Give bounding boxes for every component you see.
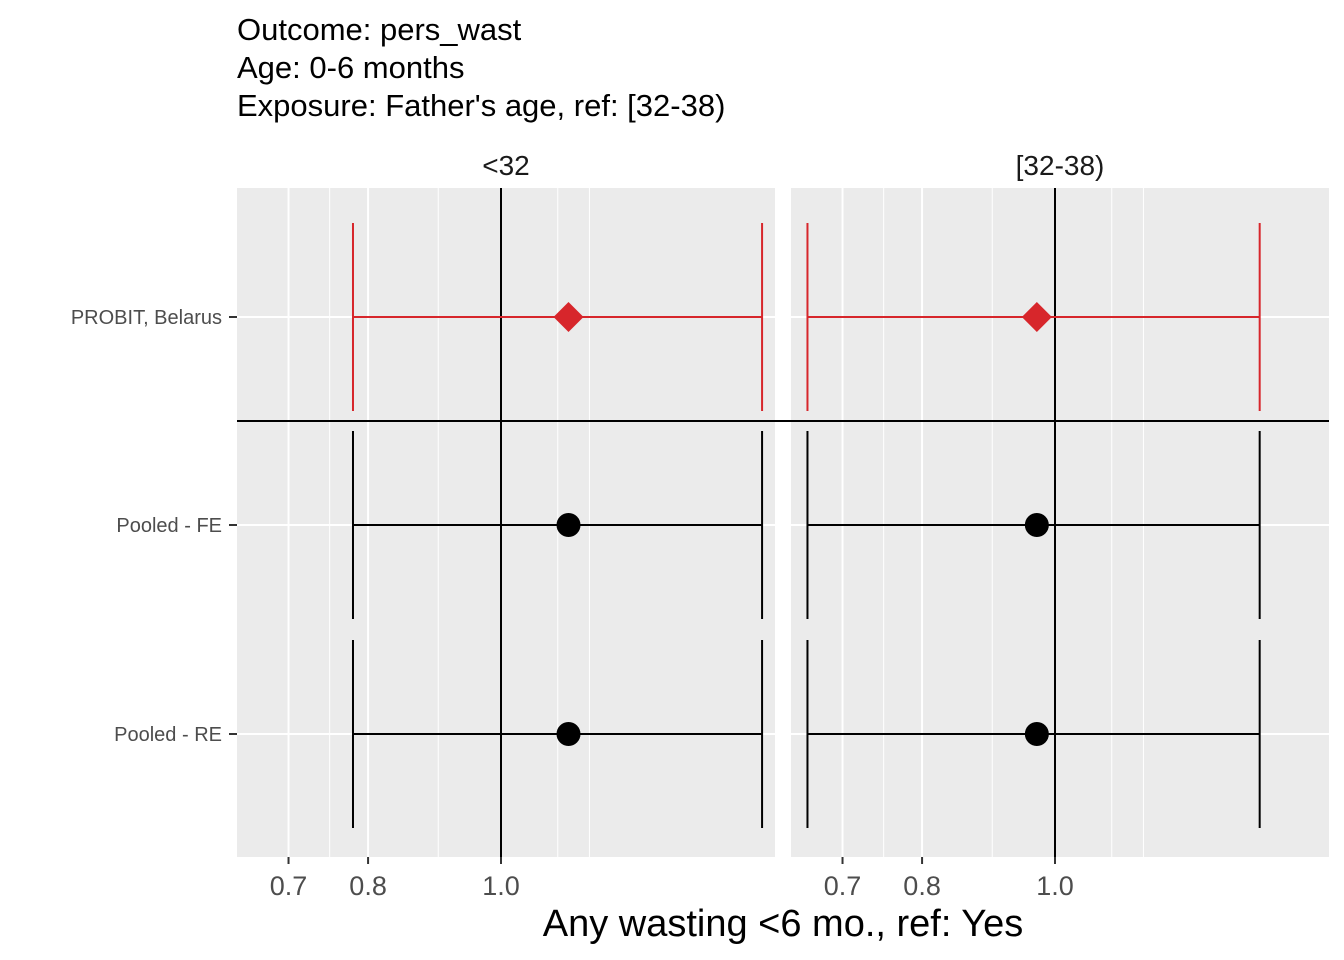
estimate-point [556, 513, 581, 537]
row-label: Pooled - FE [116, 515, 222, 537]
estimate-diamond [1021, 302, 1052, 332]
estimate-point [556, 722, 581, 746]
estimate-point [1024, 722, 1049, 746]
panel-background-1 [237, 188, 775, 857]
x-tick-label: 1.0 [482, 871, 520, 901]
x-tick-label: 0.8 [903, 871, 941, 901]
x-tick-label: 0.7 [270, 871, 308, 901]
panel-strip-label: [32-38) [1016, 150, 1105, 181]
row-label: PROBIT, Belarus [71, 307, 222, 329]
x-axis-title: Any wasting <6 mo., ref: Yes [543, 903, 1024, 945]
x-tick-label: 0.7 [824, 871, 862, 901]
panel-background-2 [791, 188, 1329, 857]
estimate-diamond [553, 302, 584, 332]
panel-strip-label: <32 [482, 150, 530, 181]
chart-title-line-1: Outcome: pers_wast [237, 12, 522, 47]
estimate-point [1024, 513, 1049, 537]
chart-title-line-3: Exposure: Father's age, ref: [32-38) [237, 88, 726, 123]
x-tick-label: 0.8 [349, 871, 387, 901]
row-label: Pooled - RE [114, 724, 222, 746]
chart-title-line-2: Age: 0-6 months [237, 50, 465, 85]
x-tick-label: 1.0 [1036, 871, 1074, 901]
